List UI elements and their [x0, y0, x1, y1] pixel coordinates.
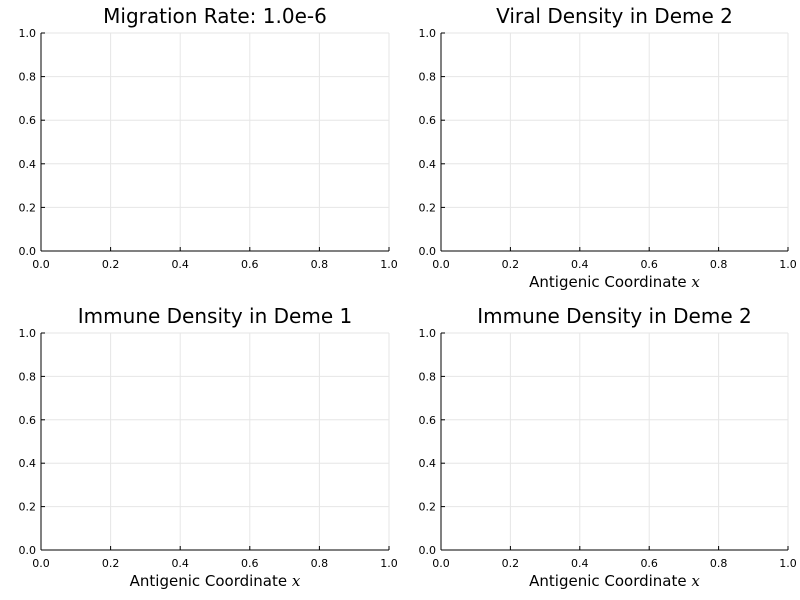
x-axis-label-variable: x — [691, 572, 700, 590]
x-tick-label: 0.2 — [102, 557, 120, 570]
y-tick-label: 0.8 — [419, 71, 437, 84]
x-tick-label: 0.2 — [502, 557, 520, 570]
y-tick-label: 0.8 — [19, 370, 37, 383]
x-tick-label: 1.0 — [779, 258, 797, 271]
y-tick-label: 0.0 — [419, 544, 437, 557]
x-tick-label: 0.0 — [432, 557, 450, 570]
x-axis-label: Antigenic Coordinate x — [529, 273, 700, 291]
x-tick-label: 0.8 — [710, 258, 728, 271]
x-tick-label: 0.4 — [171, 557, 189, 570]
x-tick-label: 0.0 — [32, 258, 50, 271]
x-tick-label: 0.4 — [571, 258, 589, 271]
y-tick-label: 0.0 — [19, 245, 37, 258]
y-tick-label: 1.0 — [419, 327, 437, 340]
y-tick-label: 1.0 — [19, 327, 37, 340]
y-tick-label: 0.8 — [419, 370, 437, 383]
x-axis-label-variable: x — [691, 273, 700, 291]
x-axis-label-text: Antigenic Coordinate — [529, 273, 691, 291]
y-tick-label: 0.4 — [419, 457, 437, 470]
x-tick-label: 0.8 — [710, 557, 728, 570]
panel-migration-rate: 0.0 0.2 0.4 0.6 0.8 1.0 0.0 0.2 0.4 0.6 0.8 1.0 Migr… — [19, 4, 398, 271]
y-tick-label: 0.4 — [19, 158, 37, 171]
panel-title: Immune Density in Deme 2 — [477, 304, 751, 328]
y-tick-label: 1.0 — [419, 27, 437, 40]
x-tick-label: 0.0 — [432, 258, 450, 271]
x-tick-label: 0.6 — [640, 258, 658, 271]
x-tick-label: 0.4 — [171, 258, 189, 271]
x-tick-label: 0.0 — [32, 557, 50, 570]
x-tick-label: 0.2 — [502, 258, 520, 271]
x-tick-label: 1.0 — [380, 557, 398, 570]
y-tick-label: 0.6 — [419, 114, 437, 127]
x-axis-label-text: Antigenic Coordinate — [130, 572, 292, 590]
y-tick-label: 0.6 — [419, 414, 437, 427]
x-tick-label: 0.8 — [311, 557, 329, 570]
y-tick-label: 1.0 — [19, 27, 37, 40]
y-tick-label: 0.4 — [419, 158, 437, 171]
x-tick-label: 0.2 — [102, 258, 120, 271]
panel-title: Immune Density in Deme 1 — [78, 304, 352, 328]
x-tick-label: 0.6 — [640, 557, 658, 570]
y-tick-label: 0.4 — [19, 457, 37, 470]
y-tick-label: 0.2 — [419, 201, 437, 214]
x-tick-label: 0.8 — [311, 258, 329, 271]
y-tick-label: 0.0 — [19, 544, 37, 557]
x-tick-label: 0.4 — [571, 557, 589, 570]
x-tick-label: 1.0 — [380, 258, 398, 271]
panel-title: Migration Rate: 1.0e-6 — [103, 4, 327, 28]
y-tick-label: 0.2 — [19, 501, 37, 514]
x-tick-label: 0.6 — [241, 557, 259, 570]
x-tick-label: 0.6 — [241, 258, 259, 271]
x-axis-label: Antigenic Coordinate x — [529, 572, 700, 590]
panel-immune-density-deme-2: 0.0 0.2 0.4 0.6 0.8 1.0 0.0 0.2 0.4 0.6 0.8 1.0 Immu… — [419, 304, 797, 590]
x-axis-label-text: Antigenic Coordinate — [529, 572, 691, 590]
y-tick-label: 0.6 — [19, 414, 37, 427]
x-axis-label: Antigenic Coordinate x — [130, 572, 301, 590]
x-axis-label-variable: x — [292, 572, 301, 590]
panel-viral-density-deme-2: 0.0 0.2 0.4 0.6 0.8 1.0 0.0 0.2 0.4 0.6 0.8 1.0 Vira… — [419, 4, 797, 291]
y-tick-label: 0.2 — [419, 501, 437, 514]
y-tick-label: 0.2 — [19, 201, 37, 214]
x-tick-label: 1.0 — [779, 557, 797, 570]
panel-title: Viral Density in Deme 2 — [496, 4, 733, 28]
y-tick-label: 0.0 — [419, 245, 437, 258]
panel-immune-density-deme-1: 0.0 0.2 0.4 0.6 0.8 1.0 0.0 0.2 0.4 0.6 0.8 1.0 Immu… — [19, 304, 398, 590]
y-tick-label: 0.8 — [19, 71, 37, 84]
y-tick-label: 0.6 — [19, 114, 37, 127]
